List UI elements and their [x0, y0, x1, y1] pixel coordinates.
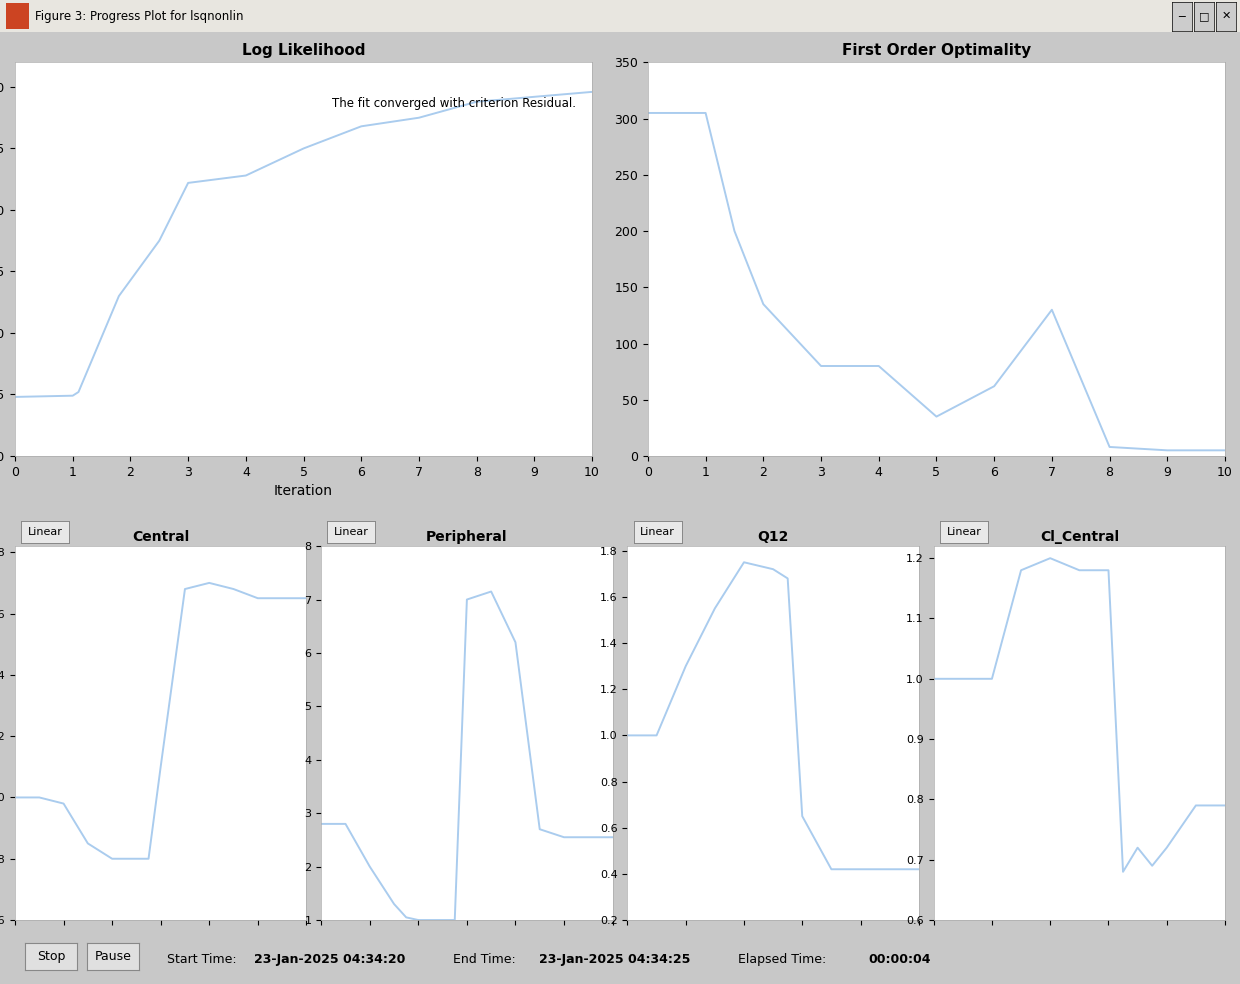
Text: 23-Jan-2025 04:34:20: 23-Jan-2025 04:34:20 [254, 953, 405, 966]
Text: Elapsed Time:: Elapsed Time: [738, 953, 826, 966]
Text: Stop: Stop [37, 951, 64, 963]
X-axis label: Iteration: Iteration [274, 484, 334, 498]
Title: First Order Optimality: First Order Optimality [842, 43, 1032, 58]
Text: Linear: Linear [946, 527, 981, 537]
Bar [6, 3, 29, 30]
Text: Pause: Pause [94, 951, 131, 963]
Text: Linear: Linear [334, 527, 368, 537]
Text: Start Time:: Start Time: [167, 953, 237, 966]
Title: Central: Central [131, 529, 190, 543]
Title: Q12: Q12 [758, 529, 789, 543]
Text: ─: ─ [1178, 11, 1185, 22]
Text: End Time:: End Time: [453, 953, 516, 966]
Title: Peripheral: Peripheral [427, 529, 507, 543]
Text: The fit converged with criterion Residual.: The fit converged with criterion Residua… [332, 96, 577, 110]
Text: □: □ [1199, 11, 1209, 22]
Text: 00:00:04: 00:00:04 [868, 953, 930, 966]
Title: Log Likelihood: Log Likelihood [242, 43, 366, 58]
Text: ✕: ✕ [1221, 11, 1231, 22]
Text: 23-Jan-2025 04:34:25: 23-Jan-2025 04:34:25 [539, 953, 691, 966]
Text: Figure 3: Progress Plot for lsqnonlin: Figure 3: Progress Plot for lsqnonlin [35, 10, 243, 23]
Title: Cl_Central: Cl_Central [1040, 529, 1118, 543]
Text: Linear: Linear [27, 527, 63, 537]
Text: Linear: Linear [640, 527, 675, 537]
